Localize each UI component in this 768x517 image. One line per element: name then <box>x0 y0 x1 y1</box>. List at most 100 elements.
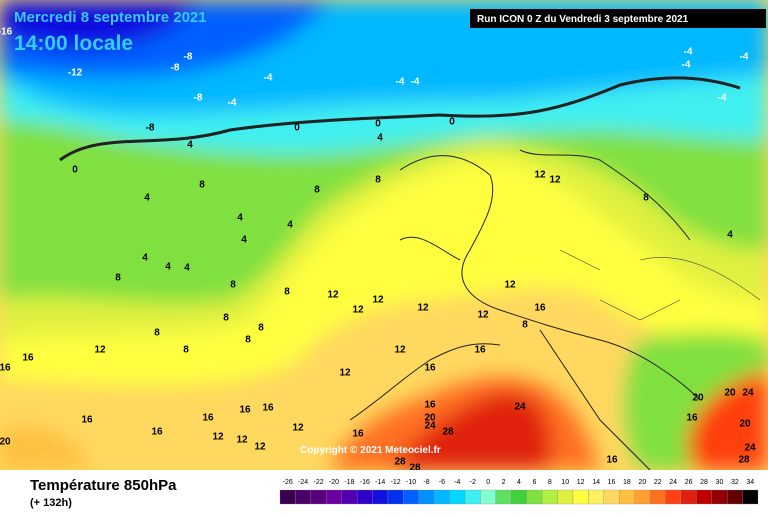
isotherm-label: 12 <box>212 432 224 443</box>
legend-swatch <box>557 489 574 505</box>
isotherm-label: 12 <box>339 368 351 379</box>
legend: -26 -24 -22 -20 -18 -16 -14 -12 -10 -8 -6 -4 -2 0 2 4 6 8… <box>279 479 759 505</box>
isotherm-label: 20 <box>692 393 704 404</box>
isotherm-labels: -16-12-8-8-8-4-4-4-4-4-4-4-4-80004404888… <box>0 27 756 474</box>
isotherm-label: 16 <box>686 413 698 424</box>
legend-value: -2 <box>470 479 476 486</box>
legend-value: -26 <box>283 479 293 486</box>
footer-lead: (+ 132h) <box>30 497 72 509</box>
legend-value: 22 <box>654 479 662 486</box>
isotherm-label: 28 <box>409 463 421 474</box>
legend-value: -20 <box>329 479 339 486</box>
legend-value: -12 <box>391 479 401 486</box>
legend-swatch <box>356 489 373 505</box>
isotherm-label: 16 <box>151 427 163 438</box>
legend-swatch <box>341 489 358 505</box>
time: 14:00 locale <box>14 32 133 55</box>
legend-swatch <box>372 489 389 505</box>
isotherm-label: 8 <box>522 320 528 331</box>
legend-value: -24 <box>298 479 308 486</box>
isotherm-label: 8 <box>230 280 236 291</box>
isotherm-label: 4 <box>144 193 150 204</box>
isotherm-label: 8 <box>284 287 290 298</box>
legend-value: -8 <box>423 479 429 486</box>
isotherm-label: 12 <box>327 290 339 301</box>
isotherm-label: 12 <box>254 442 266 453</box>
legend-value: 28 <box>700 479 708 486</box>
isotherm-label: 0 <box>375 119 381 130</box>
isotherm-label: 12 <box>534 170 546 181</box>
date: Mercredi 8 septembre 2021 <box>14 9 207 26</box>
legend-swatch <box>434 489 450 505</box>
isotherm-label: 12 <box>417 303 429 314</box>
isotherm-label: 8 <box>199 180 205 191</box>
isotherm-label: -8 <box>146 123 155 134</box>
isotherm-label: 12 <box>292 423 304 434</box>
legend-value: -6 <box>439 479 445 486</box>
isotherm-label: -8 <box>184 52 193 63</box>
isotherm-label: 20 <box>424 413 436 424</box>
legend-swatch <box>680 489 697 505</box>
legend-swatch <box>495 489 512 505</box>
legend-value: 16 <box>608 479 616 486</box>
legend-swatch <box>295 489 311 505</box>
field <box>0 426 88 470</box>
legend-swatch <box>511 489 527 505</box>
legend-swatch <box>711 489 728 505</box>
legend-value: 26 <box>685 479 693 486</box>
isotherm-label: 12 <box>372 295 384 306</box>
isotherm-label: 16 <box>81 415 93 426</box>
isotherm-label: -4 <box>396 77 405 88</box>
legend-swatch <box>619 489 635 505</box>
legend-swatch <box>326 489 342 505</box>
isotherm-label: 16 <box>606 455 618 466</box>
isotherm-label: 16 <box>0 363 11 374</box>
isotherm-label: 28 <box>394 457 406 468</box>
isotherm-label: 12 <box>94 345 106 356</box>
isotherm-label: 16 <box>239 405 251 416</box>
legend-swatch <box>464 489 481 505</box>
isotherm-label: 16 <box>352 429 364 440</box>
legend-swatch <box>727 489 743 505</box>
isotherm-label: 16 <box>262 403 274 414</box>
isotherm-label: 16 <box>202 413 214 424</box>
legend-swatch <box>279 489 296 505</box>
isotherm-label: 8 <box>223 313 229 324</box>
legend-value: 24 <box>669 479 677 486</box>
field <box>390 391 553 470</box>
isotherm-label: 24 <box>424 421 436 432</box>
isotherm-label: 0 <box>449 117 455 128</box>
isotherm-label: 24 <box>514 402 526 413</box>
isotherm-label: 12 <box>549 175 561 186</box>
isotherm-label: 4 <box>241 235 247 246</box>
legend-swatch <box>742 489 759 505</box>
isotherm-label: 4 <box>165 262 171 273</box>
isotherm-label: -8 <box>194 93 203 104</box>
legend-value: -16 <box>360 479 370 486</box>
legend-swatch <box>387 489 404 505</box>
copyright: Copyright © 2021 Meteociel.fr <box>300 445 441 456</box>
run-box <box>470 9 766 28</box>
isotherm-label: 20 <box>739 419 751 430</box>
isotherm-label: -4 <box>682 60 691 71</box>
field <box>688 370 768 470</box>
legend-swatch <box>310 489 327 505</box>
isotherm-label: 4 <box>187 140 193 151</box>
isotherm-label: 16 <box>22 353 34 364</box>
coast <box>349 149 701 471</box>
legend-swatch <box>665 489 682 505</box>
legend-value: 18 <box>623 479 631 486</box>
legend-swatch <box>449 489 466 505</box>
isotherm-label: 4 <box>287 220 293 231</box>
isotherm-label: 0 <box>72 165 78 176</box>
isotherm-label: 12 <box>504 280 516 291</box>
isotherm-label: 12 <box>236 435 248 446</box>
isotherm-label: -4 <box>411 77 420 88</box>
legend-value: 12 <box>577 479 585 486</box>
legend-swatch <box>541 489 558 505</box>
legend-swatch <box>480 489 497 505</box>
run-info: Run ICON 0 Z du Vendredi 3 septembre 202… <box>477 14 689 25</box>
legend-swatch <box>588 489 604 505</box>
isotherm-label: -8 <box>171 63 180 74</box>
